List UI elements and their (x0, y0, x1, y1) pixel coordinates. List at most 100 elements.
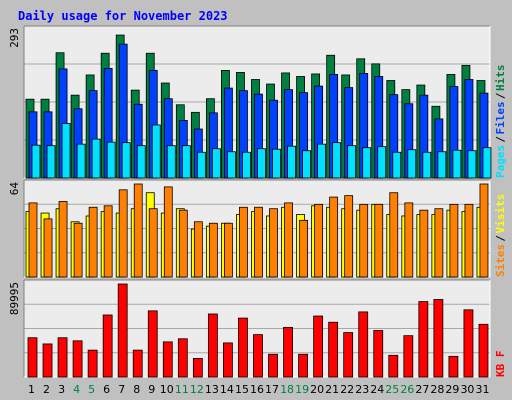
bar-pages (196, 151, 206, 179)
bar-pages (136, 145, 146, 179)
x-tick-label: 20 (310, 383, 324, 396)
legend-sites: Sites (494, 244, 507, 277)
bar-pages (422, 151, 432, 179)
bar-sites (133, 183, 143, 278)
bar-kb-f (388, 354, 399, 378)
bar-pages (287, 145, 296, 179)
bar-sites (118, 189, 128, 278)
bar-pages (61, 123, 71, 179)
bar-pages (76, 143, 86, 179)
bar-pages (452, 149, 462, 179)
bar-pages (347, 145, 357, 179)
legend-separator: / (494, 136, 507, 143)
bar-kb-f (253, 334, 263, 378)
bar-sites (239, 206, 248, 278)
bar-sites (434, 208, 444, 278)
bar-pages (121, 142, 131, 179)
x-tick-label: 10 (160, 383, 174, 396)
bar-kb-f (358, 311, 369, 378)
x-tick-label: 14 (220, 383, 234, 396)
x-tick-label: 17 (265, 383, 279, 396)
bar-sites (344, 195, 354, 278)
x-tick-label: 19 (295, 383, 309, 396)
bar-kb-f (313, 315, 324, 378)
bar-pages (211, 148, 221, 179)
legend-kb-f: KB F (494, 351, 507, 378)
x-tick-label: 11 (175, 383, 189, 396)
bar-pages (181, 145, 191, 179)
bar-kb-f (298, 353, 308, 378)
x-tick-label: 18 (280, 383, 294, 396)
bar-pages (227, 151, 236, 179)
bar-pages (467, 150, 477, 179)
bar-kb-f (102, 314, 113, 378)
bar-sites (284, 202, 293, 278)
bar-pages (257, 148, 266, 179)
bar-sites (254, 206, 263, 278)
bar-pages (437, 151, 447, 179)
x-tick-label: 15 (235, 383, 249, 396)
bar-kb-f (223, 342, 233, 378)
bar-kb-f (478, 323, 489, 378)
bar-sites (359, 203, 369, 278)
bar-sites (148, 208, 158, 278)
bar-sites (43, 218, 53, 278)
x-tick-label: 31 (475, 383, 489, 396)
bar-kb-f (238, 317, 248, 378)
bar-kb-f (27, 337, 38, 378)
bar-kb-f (72, 340, 83, 378)
bar-kb-f (403, 335, 414, 378)
x-tick-label: 30 (460, 383, 474, 396)
bar-sites (178, 209, 188, 278)
bar-kb-f (207, 313, 218, 378)
bar-kb-f (373, 330, 384, 378)
bar-sites (419, 209, 429, 278)
bar-pages (272, 148, 281, 179)
bar-sites (314, 203, 324, 278)
bar-pages (166, 145, 176, 179)
bar-kb-f (177, 338, 188, 378)
legend-visits: Visits (494, 194, 507, 234)
x-tick-label: 24 (370, 383, 384, 396)
bar-pages (242, 151, 251, 179)
bar-kb-f (283, 326, 293, 378)
x-tick-label: 3 (58, 383, 65, 396)
bar-sites (329, 196, 339, 278)
bar-sites (208, 222, 218, 278)
x-tick-label: 25 (385, 383, 399, 396)
bar-pages (362, 147, 372, 179)
legend-files: Files (494, 101, 507, 134)
bar-kb-f (147, 310, 158, 378)
bar-kb-f (117, 283, 128, 378)
x-tick-label: 9 (148, 383, 155, 396)
bar-kb-f (328, 321, 339, 378)
bar-pages (317, 143, 327, 179)
x-tick-label: 5 (88, 383, 95, 396)
bar-sites (404, 202, 414, 278)
bar-pages (106, 141, 116, 179)
bar-pages (31, 144, 41, 179)
bar-sites (449, 203, 459, 278)
bar-kb-f (57, 337, 68, 378)
bar-sites (58, 201, 68, 278)
legend-separator: / (494, 92, 507, 99)
x-tick-label: 22 (340, 383, 354, 396)
bar-sites (389, 192, 399, 278)
bar-pages (482, 147, 492, 179)
legend-hits: Hits (494, 65, 507, 92)
bar-sites (299, 219, 308, 278)
bar-sites (163, 186, 173, 278)
x-tick-label: 7 (118, 383, 125, 396)
bar-pages (377, 146, 387, 179)
x-tick-label: 28 (430, 383, 444, 396)
bar-pages (151, 124, 161, 179)
y-max-label: 64 (8, 182, 21, 196)
x-tick-label: 23 (355, 383, 369, 396)
bar-kb-f (162, 341, 173, 378)
bar-sites (28, 202, 38, 278)
x-tick-label: 12 (190, 383, 204, 396)
x-tick-label: 2 (43, 383, 50, 396)
y-max-label: 293 (8, 28, 21, 48)
bar-pages (91, 138, 101, 179)
bar-kb-f (433, 299, 444, 378)
